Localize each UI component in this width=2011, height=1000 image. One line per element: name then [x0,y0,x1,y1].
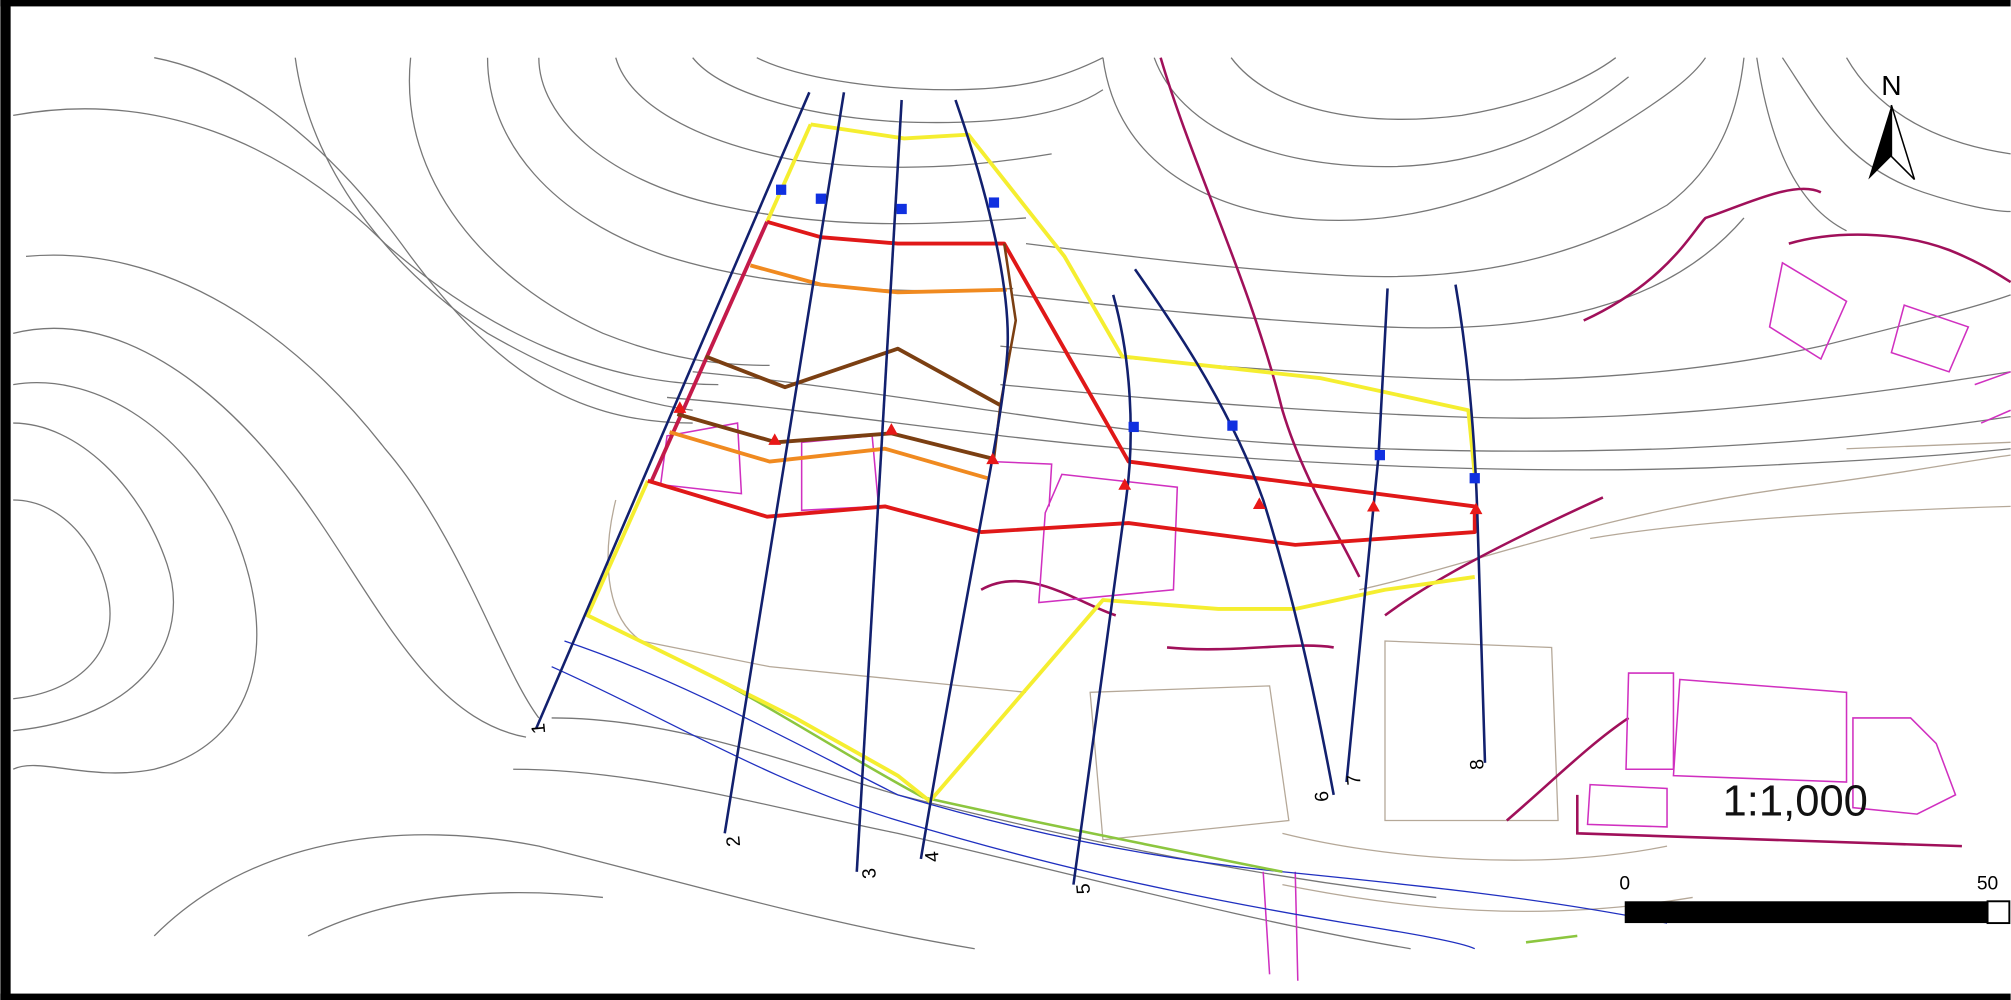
scale-bar [1624,901,1988,924]
section-label: 3 [859,867,881,879]
section-points [673,401,1483,515]
scale-ratio: 1:1,000 [1723,777,1868,825]
north-arrow: N [1868,69,1916,181]
north-label: N [1881,69,1901,101]
buildings [659,57,2011,981]
scale-start: 0 [1619,874,1630,895]
section-label: 5 [1073,882,1095,894]
contours [12,57,2011,950]
frame-bottom [0,993,2011,1000]
section-label: 8 [1467,758,1489,770]
section-label: 2 [723,835,745,847]
section-label: 7 [1344,774,1366,786]
section-label: 1 [528,722,550,734]
section-markers [776,184,1480,484]
section-label: 4 [922,850,944,863]
frame-left [0,0,11,1000]
scale-end: 50 [1977,874,1998,895]
top-strip [0,0,2011,7]
scale-bar-end [1986,900,2011,925]
section-labels: 1 2 3 4 5 6 7 8 [528,722,1488,895]
section-label: 6 [1312,790,1334,802]
hazard-lines [585,122,1477,804]
